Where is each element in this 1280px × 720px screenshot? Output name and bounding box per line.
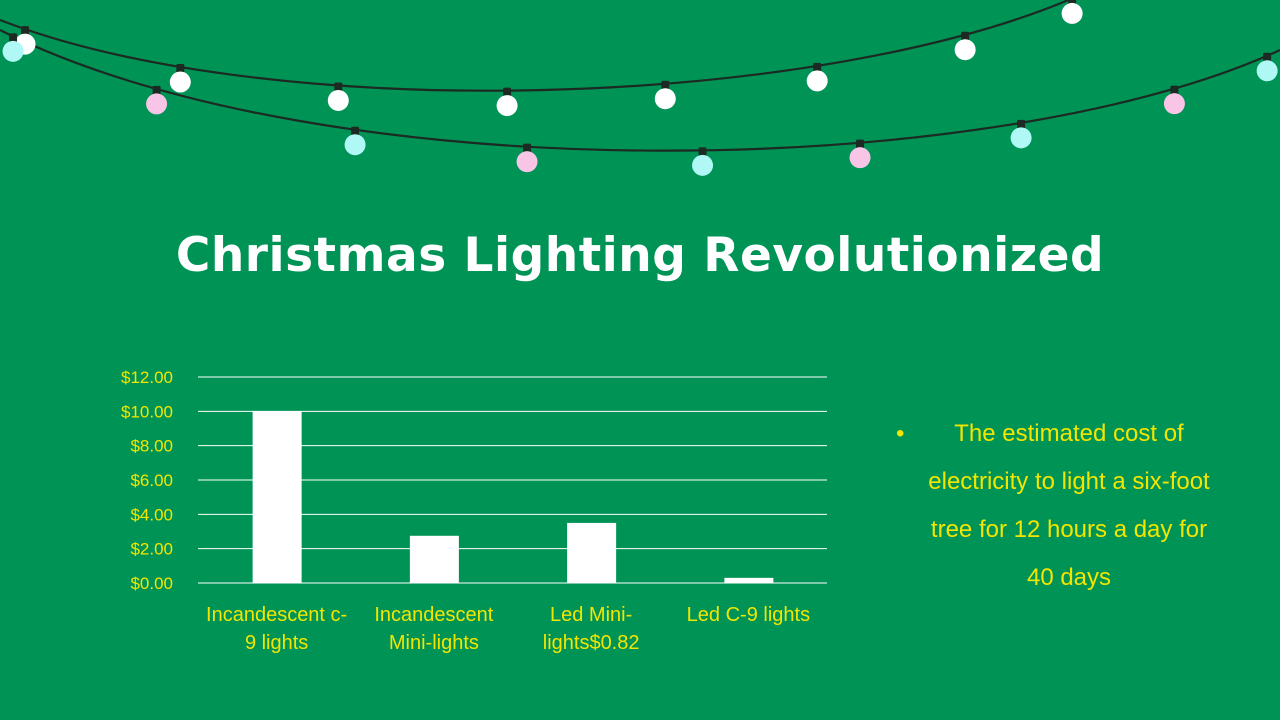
light-bulb-icon <box>496 87 518 117</box>
light-bulb-icon <box>169 63 191 93</box>
light-bulb-icon <box>849 139 871 169</box>
note-bullet-marker: • <box>896 420 905 447</box>
y-tick-label: $12.00 <box>121 368 173 387</box>
x-axis-category-labels: Incandescent c-9 lights Incandescent Mini-… <box>206 604 810 654</box>
x-tick-label: Incandescent c-9 lights <box>206 604 347 654</box>
bar <box>567 522 617 583</box>
light-bulb-icon <box>654 80 676 110</box>
y-tick-label: $0.00 <box>130 574 173 593</box>
light-bulb-icon <box>954 31 976 61</box>
note-bullet-text: The estimated cost of electricity to lig… <box>928 420 1210 591</box>
y-tick-label: $6.00 <box>130 471 173 490</box>
bar <box>724 577 774 583</box>
chart-bars <box>252 411 774 583</box>
light-bulb-icon <box>806 62 828 92</box>
slide-title: Christmas Lighting Revolutionized <box>175 228 1105 283</box>
bar-chart: $0.00 $2.00 $4.00 $6.00 $8.00 $10.00 $12.00 In… <box>121 368 827 654</box>
light-bulb-icon <box>516 143 538 173</box>
light-bulb-icon <box>344 126 366 156</box>
chart-gridlines <box>198 376 827 584</box>
string-lights-decoration <box>0 0 1280 176</box>
x-tick-label: Incandescent Mini-lights <box>374 604 493 654</box>
y-axis-tick-labels: $0.00 $2.00 $4.00 $6.00 $8.00 $10.00 $12.00 <box>121 368 173 593</box>
light-bulb-icon <box>2 33 24 62</box>
y-tick-label: $8.00 <box>130 437 173 456</box>
light-bulb-icon <box>1061 0 1083 24</box>
note-bullet-list: • The estimated cost of electricity to l… <box>890 410 1220 602</box>
light-wire <box>0 29 1280 152</box>
light-bulb-icon <box>146 85 168 115</box>
light-bulb-icon <box>1256 52 1278 82</box>
y-tick-label: $4.00 <box>130 505 173 524</box>
x-tick-label: Led C-9 lights <box>687 604 810 626</box>
light-wire <box>0 0 1071 92</box>
light-bulb-icon <box>1010 119 1032 149</box>
y-tick-label: $10.00 <box>121 402 173 421</box>
y-tick-label: $2.00 <box>130 540 173 559</box>
bar <box>409 535 459 583</box>
bar <box>252 411 302 583</box>
light-bulb-icon <box>1163 85 1185 115</box>
light-bulb-icon <box>692 147 714 176</box>
light-bulb-icon <box>327 82 349 111</box>
x-tick-label: Led Mini-lights$0.82 <box>543 604 640 654</box>
